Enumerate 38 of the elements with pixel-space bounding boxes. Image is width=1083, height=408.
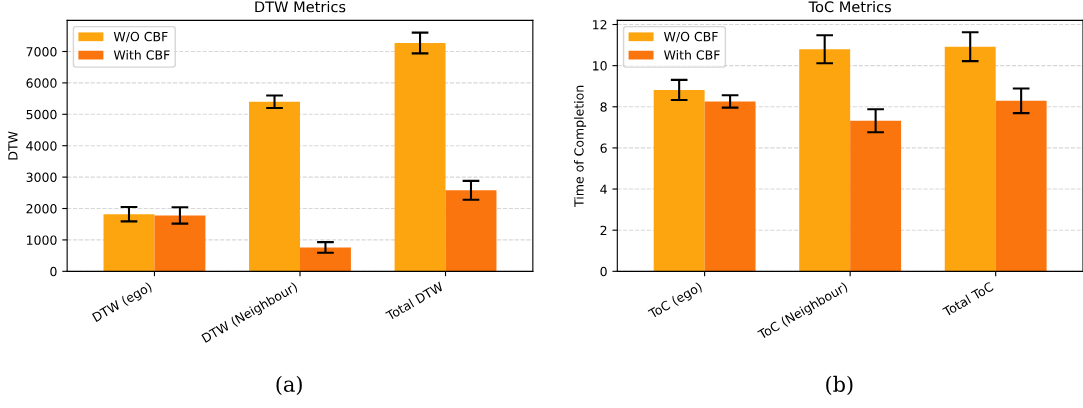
- bar: [103, 214, 155, 272]
- y-tick-label: 4000: [26, 141, 57, 151]
- y-tick-label: 2000: [26, 203, 57, 214]
- y-tick-label: 12: [593, 19, 607, 30]
- legend-label: W/O CBF: [113, 31, 168, 43]
- y-tick-label: 3000: [26, 172, 57, 183]
- y-tick-label: 1000: [26, 235, 57, 245]
- text: (b): [826, 375, 853, 395]
- bar: [995, 100, 1047, 272]
- legend-label: With CBF: [113, 50, 170, 60]
- chart-title: DTW Metrics: [255, 0, 346, 13]
- y-tick-label: 2: [600, 225, 607, 235]
- chart-title: ToC Metrics: [808, 0, 891, 13]
- legend-label: W/O CBF: [663, 31, 718, 43]
- bar: [445, 190, 497, 272]
- y-axis-title: DTW: [8, 131, 18, 160]
- y-tick-label: 7000: [26, 46, 57, 57]
- y-tick-label: 0: [600, 266, 607, 277]
- bar: [944, 46, 996, 272]
- bar: [154, 215, 206, 272]
- y-tick-label: 8: [600, 102, 607, 112]
- y-tick-label: 0: [50, 266, 57, 277]
- x-tick-label: Total ToC: [941, 281, 994, 317]
- y-tick-label: 10: [593, 61, 607, 71]
- y-tick-label: 6000: [26, 78, 57, 88]
- bar: [249, 101, 300, 272]
- text: (a): [276, 375, 302, 395]
- bar: [799, 49, 851, 272]
- bar: [299, 247, 351, 272]
- bar: [704, 101, 756, 272]
- y-tick-label: 4: [600, 184, 607, 194]
- bar: [653, 89, 705, 272]
- y-axis-title: Time of Completion: [574, 85, 587, 207]
- bar: [394, 43, 446, 272]
- y-tick-label: 5000: [26, 109, 57, 120]
- y-tick-label: 6: [600, 143, 607, 153]
- legend-label: With CBF: [663, 50, 720, 60]
- bar: [850, 120, 902, 272]
